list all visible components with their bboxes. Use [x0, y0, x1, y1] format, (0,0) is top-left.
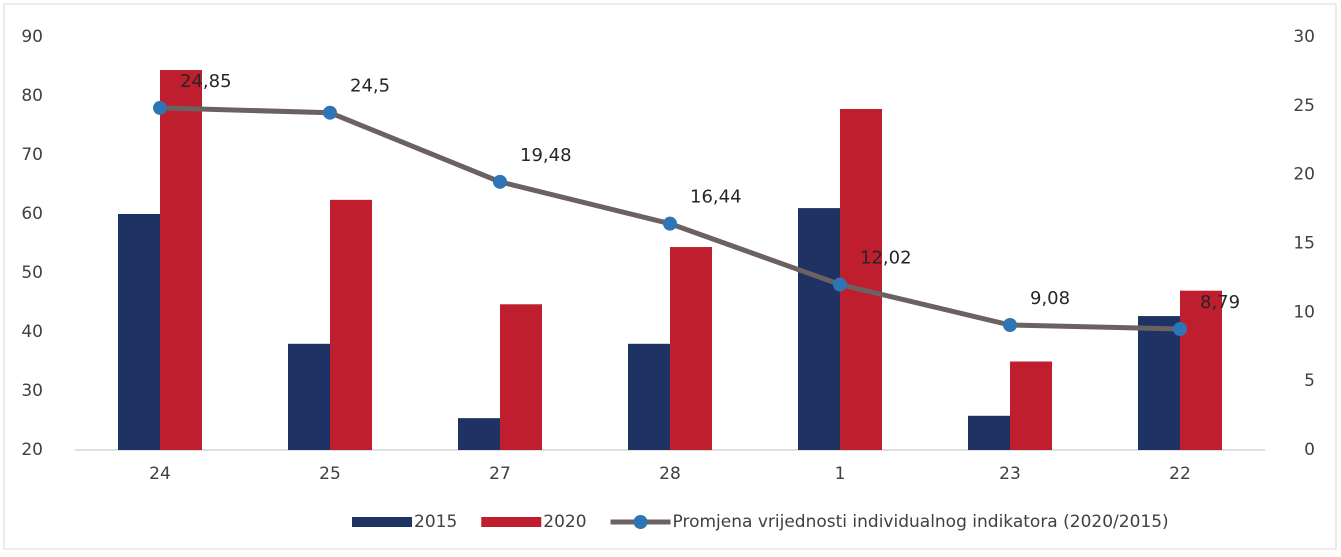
bar	[458, 418, 500, 450]
line-marker	[1173, 321, 1187, 336]
bar	[968, 415, 1010, 450]
x-tick-label: 28	[659, 464, 681, 484]
line-marker	[663, 216, 677, 231]
data-label: 16,44	[690, 187, 742, 208]
legend-label: 2015	[414, 512, 457, 532]
data-label: 12,02	[860, 248, 912, 269]
y2-tick-label: 0	[1304, 440, 1315, 460]
bar	[840, 108, 882, 450]
legend-swatch	[352, 517, 412, 527]
x-tick-label: 22	[1169, 464, 1191, 484]
data-label: 19,48	[520, 145, 572, 166]
line-marker	[833, 277, 847, 292]
y-tick-label: 50	[21, 263, 43, 283]
bar	[1180, 290, 1222, 450]
y-tick-label: 80	[21, 86, 43, 106]
y2-tick-label: 15	[1293, 234, 1315, 254]
y2-tick-label: 5	[1304, 371, 1315, 391]
data-label: 24,5	[350, 76, 390, 97]
y-tick-label: 40	[21, 322, 43, 342]
legend-label: 2020	[543, 512, 586, 532]
data-label: 8,79	[1200, 292, 1240, 313]
legend-label: Promjena vrijednosti individualnog indik…	[673, 512, 1169, 532]
y-tick-label: 20	[21, 440, 43, 460]
y-tick-label: 30	[21, 381, 43, 401]
line-marker	[153, 100, 167, 115]
y-tick-label: 60	[21, 204, 43, 224]
x-tick-label: 24	[149, 464, 171, 484]
data-label: 9,08	[1030, 288, 1070, 309]
bar	[118, 214, 160, 450]
legend-marker	[633, 515, 648, 529]
y2-tick-label: 10	[1293, 302, 1315, 322]
y2-tick-label: 25	[1293, 96, 1315, 116]
x-tick-label: 27	[489, 464, 511, 484]
line-marker	[493, 174, 507, 189]
bar	[1138, 316, 1180, 450]
x-tick-label: 1	[835, 464, 846, 484]
bar	[288, 343, 330, 450]
y-tick-label: 70	[21, 145, 43, 165]
bar	[500, 304, 542, 450]
bar	[798, 208, 840, 450]
x-tick-label: 23	[999, 464, 1021, 484]
bar	[160, 70, 202, 450]
bar	[330, 199, 372, 450]
y-tick-label: 90	[21, 27, 43, 47]
y2-tick-label: 30	[1293, 27, 1315, 47]
bar	[1010, 361, 1052, 450]
y2-tick-label: 20	[1293, 165, 1315, 185]
x-tick-label: 25	[319, 464, 341, 484]
data-label: 24,85	[180, 71, 232, 92]
line-marker	[323, 105, 337, 120]
bar	[670, 247, 712, 450]
line-marker	[1003, 317, 1017, 332]
legend-swatch	[481, 517, 542, 527]
bar	[628, 343, 670, 450]
